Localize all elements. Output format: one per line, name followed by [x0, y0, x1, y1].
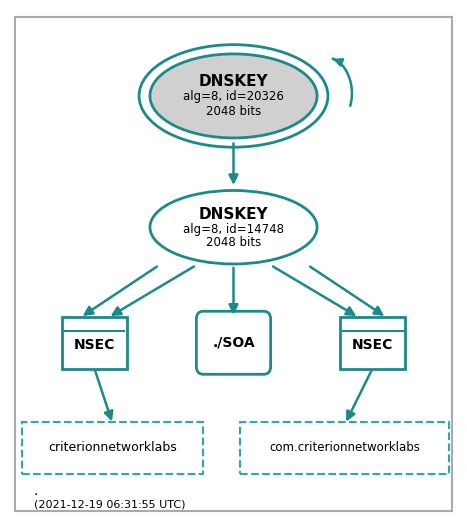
Text: NSEC: NSEC	[73, 338, 115, 352]
Text: 2048 bits: 2048 bits	[206, 105, 261, 118]
Text: DNSKEY: DNSKEY	[198, 74, 269, 89]
FancyBboxPatch shape	[62, 316, 127, 369]
Text: DNSKEY: DNSKEY	[198, 206, 269, 222]
Text: ./SOA: ./SOA	[212, 336, 255, 350]
Text: alg=8, id=14748: alg=8, id=14748	[183, 223, 284, 237]
Text: NSEC: NSEC	[352, 338, 394, 352]
Text: 2048 bits: 2048 bits	[206, 237, 261, 250]
FancyBboxPatch shape	[196, 312, 271, 374]
Text: com.criterionnetworklabs: com.criterionnetworklabs	[269, 441, 420, 454]
Text: criterionnetworklabs: criterionnetworklabs	[49, 441, 177, 454]
Text: (2021-12-19 06:31:55 UTC): (2021-12-19 06:31:55 UTC)	[34, 499, 185, 510]
Text: .: .	[34, 484, 38, 498]
FancyBboxPatch shape	[340, 316, 405, 369]
FancyBboxPatch shape	[22, 421, 203, 474]
FancyBboxPatch shape	[241, 421, 449, 474]
FancyBboxPatch shape	[15, 17, 452, 511]
Text: alg=8, id=20326: alg=8, id=20326	[183, 90, 284, 103]
Ellipse shape	[150, 191, 317, 264]
Ellipse shape	[150, 54, 317, 138]
